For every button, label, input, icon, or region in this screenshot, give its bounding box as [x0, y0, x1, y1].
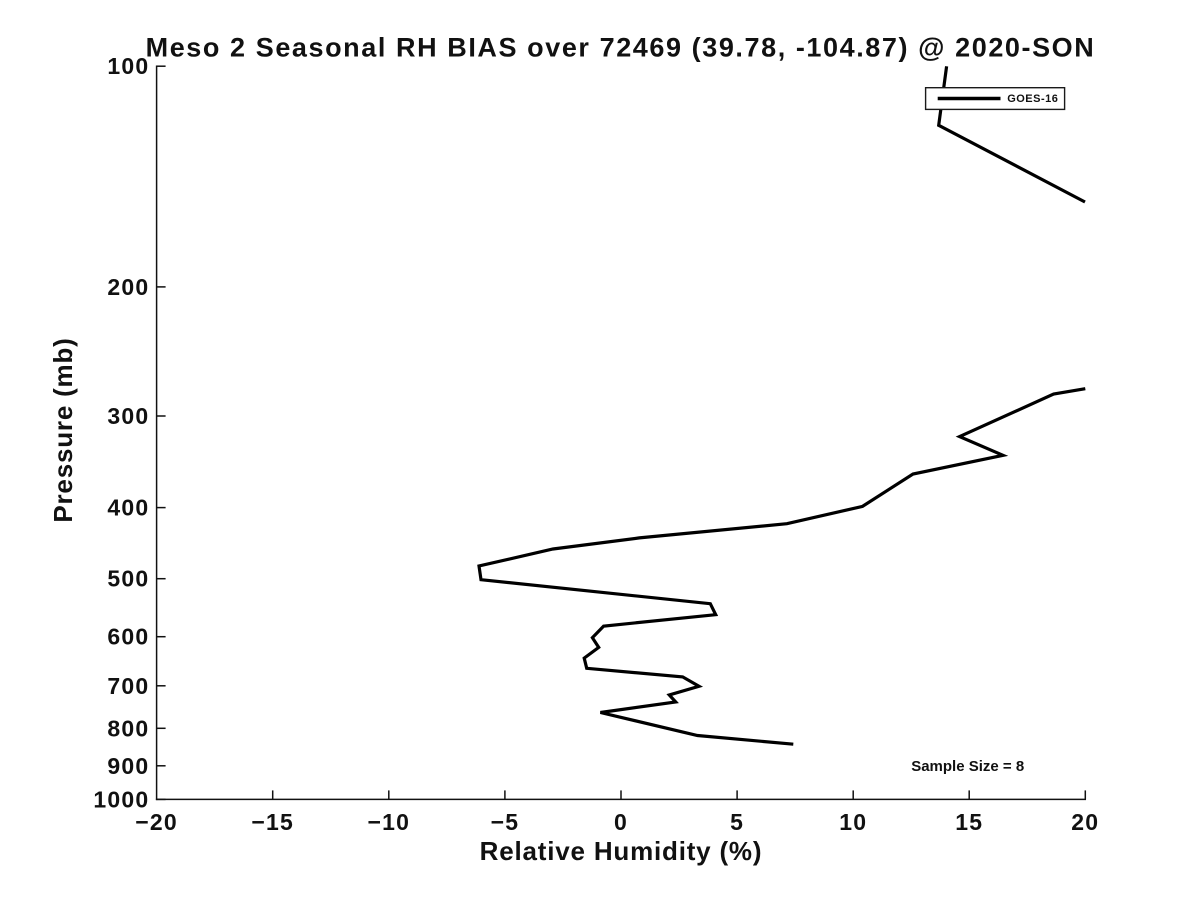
svg-text:−5: −5 [491, 809, 520, 835]
svg-text:15: 15 [955, 809, 983, 835]
svg-text:−15: −15 [251, 809, 294, 835]
svg-text:0: 0 [614, 809, 628, 835]
svg-text:−10: −10 [367, 809, 410, 835]
svg-text:GOES-16: GOES-16 [1007, 93, 1058, 105]
svg-text:Sample Size = 8: Sample Size = 8 [911, 758, 1024, 775]
svg-text:300: 300 [107, 403, 149, 429]
svg-text:Meso 2 Seasonal RH BIAS over 7: Meso 2 Seasonal RH BIAS over 72469 (39.7… [146, 32, 1096, 62]
svg-text:Pressure (mb): Pressure (mb) [48, 337, 78, 522]
svg-text:600: 600 [107, 624, 149, 650]
svg-text:500: 500 [107, 566, 149, 592]
svg-text:100: 100 [107, 53, 149, 79]
svg-text:800: 800 [107, 715, 149, 741]
svg-text:900: 900 [107, 753, 149, 779]
svg-text:−20: −20 [135, 809, 178, 835]
svg-text:400: 400 [107, 495, 149, 521]
svg-text:1000: 1000 [93, 786, 149, 812]
svg-text:Relative Humidity (%): Relative Humidity (%) [480, 836, 763, 866]
svg-text:5: 5 [730, 809, 744, 835]
svg-text:10: 10 [839, 809, 867, 835]
svg-text:20: 20 [1071, 809, 1099, 835]
svg-text:700: 700 [107, 673, 149, 699]
svg-text:200: 200 [107, 274, 149, 300]
